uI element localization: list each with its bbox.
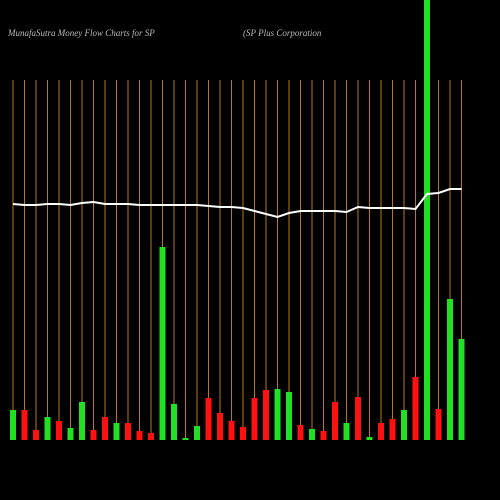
chart-title: MunafaSutra Money Flow Charts for SP (7, 28, 155, 38)
bar (355, 397, 361, 440)
bar (125, 423, 131, 440)
bar (447, 299, 453, 440)
bar (366, 437, 373, 440)
bar (240, 427, 246, 440)
bar (378, 423, 384, 440)
bar (309, 429, 315, 440)
bar (56, 421, 62, 440)
bar (79, 402, 85, 440)
bar (343, 423, 350, 440)
bar (424, 0, 430, 440)
bar (228, 421, 235, 440)
bar (136, 431, 143, 440)
bar (320, 431, 327, 440)
bar (182, 438, 189, 440)
bar (205, 398, 212, 440)
bar (67, 428, 74, 440)
bar (113, 423, 120, 440)
bar (33, 430, 39, 440)
bar (102, 417, 108, 440)
bar (389, 419, 396, 440)
bar (435, 409, 442, 440)
bar (44, 417, 51, 440)
bar (263, 390, 269, 440)
line (12, 188, 462, 219)
bar (286, 392, 292, 440)
bar (412, 377, 419, 440)
bar (21, 410, 28, 440)
bar (10, 410, 16, 440)
bar (274, 389, 281, 440)
bar (159, 247, 166, 440)
bar (332, 402, 338, 440)
bar (90, 430, 97, 440)
bar (401, 410, 407, 440)
bar (251, 398, 258, 440)
bar (458, 339, 465, 440)
bar (194, 426, 200, 440)
bar (148, 433, 154, 440)
chart-subtitle: (SP Plus Corporation (243, 28, 322, 38)
bar (297, 425, 304, 440)
bar (217, 413, 223, 440)
bar (171, 404, 177, 440)
